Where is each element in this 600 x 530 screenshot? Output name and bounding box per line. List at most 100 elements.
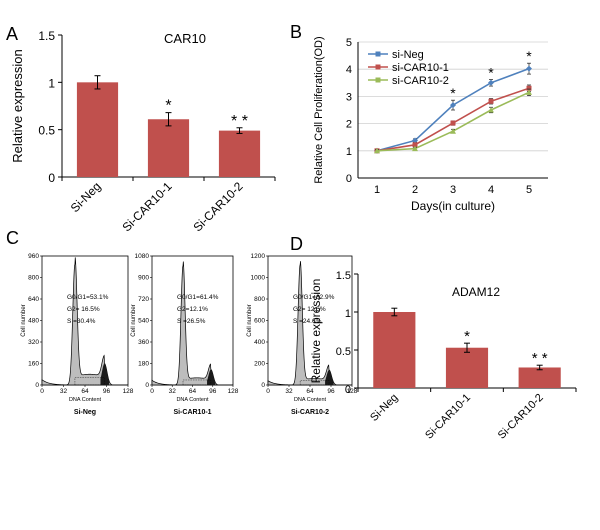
data-point (526, 89, 532, 95)
x-tick-label: 128 (228, 388, 239, 395)
legend-label: si-CAR10-2 (392, 75, 449, 87)
bar (373, 312, 416, 388)
x-tick-label: 1 (374, 184, 380, 196)
x-axis-label: DNA Content (176, 397, 209, 403)
y-tick-label: 0.5 (336, 346, 351, 358)
y-tick-label: 640 (28, 296, 39, 303)
data-point (412, 142, 418, 148)
data-point (488, 107, 494, 113)
significance-marker: * (450, 85, 456, 101)
x-tick-label: 0 (266, 388, 270, 395)
g2-peak-fill (325, 369, 334, 385)
category-label: Si-CAR10-2 (190, 179, 245, 234)
cell-cycle-stat: S =24.6% (293, 318, 322, 325)
bar (445, 347, 489, 388)
bar (147, 119, 190, 177)
x-tick-label: 128 (347, 388, 358, 395)
x-axis-label: DNA Content (294, 397, 327, 403)
histogram-area (267, 261, 352, 386)
data-point (526, 85, 532, 91)
x-tick-label: 32 (60, 388, 68, 395)
y-tick-label: 3 (346, 91, 352, 103)
y-tick-label: 1080 (135, 253, 150, 260)
chart-title: ADAM12 (452, 285, 500, 299)
y-tick-label: 180 (138, 361, 149, 368)
y-tick-label: 540 (138, 318, 149, 325)
y-tick-label: 360 (138, 339, 149, 346)
g2-peak-fill (100, 363, 110, 385)
y-tick-label: 1.5 (38, 29, 55, 43)
significance-marker: * (526, 48, 532, 64)
y-axis-label: Cell number (247, 304, 253, 336)
category-label: Si-Neg (368, 392, 400, 424)
legend-marker (375, 64, 381, 70)
histogram-sample-name: Si-CAR10-2 (291, 409, 329, 416)
data-point (450, 120, 456, 126)
y-axis-label: Relative expression (309, 279, 323, 384)
data-point (374, 147, 380, 154)
panel-label-a: A (6, 24, 18, 44)
x-tick-label: 32 (169, 388, 177, 395)
histogram-sample-name: Si-CAR10-1 (173, 409, 211, 416)
bar (218, 130, 261, 177)
cell-cycle-stat: G0/G1=62.9% (293, 294, 335, 301)
y-tick-label: 0.5 (38, 124, 55, 138)
s-phase-outline (74, 377, 105, 386)
x-tick-label: 64 (306, 388, 314, 395)
panel-label-c: C (6, 228, 19, 248)
significance-marker: * (464, 328, 470, 345)
y-tick-label: 1200 (251, 253, 266, 260)
cell-cycle-stat: G2= 12.5% (293, 306, 326, 313)
data-point (450, 102, 456, 109)
y-axis-label: Cell number (21, 304, 27, 336)
y-tick-label: 200 (254, 361, 265, 368)
panel-a-car10-bar-chart: 0 0.5 1 1.5 Si-Neg * Si-CAR10-1 * * Si-CAR10-2 CA… (10, 29, 276, 234)
x-tick-label: 5 (526, 184, 532, 196)
y-tick-label: 0 (345, 384, 351, 396)
x-tick-label: 0 (150, 388, 154, 395)
y-tick-label: 5 (346, 37, 352, 49)
s-phase-outline (299, 380, 330, 386)
panel-label-d: D (290, 234, 303, 254)
y-tick-label: 800 (254, 296, 265, 303)
y-tick-label: 0 (35, 382, 39, 389)
y-tick-label: 4 (346, 64, 352, 76)
significance-marker: * * (231, 113, 248, 130)
significance-marker: * (165, 98, 171, 115)
g2-peak-fill (207, 369, 216, 385)
chart-title: CAR10 (164, 31, 206, 46)
x-axis-label: DNA Content (69, 397, 102, 403)
x-tick-label: 4 (488, 184, 494, 196)
y-axis-label: Relative expression (10, 49, 25, 162)
category-label: Si-CAR10-1 (119, 179, 174, 234)
cell-cycle-stat: S =30.4% (67, 318, 96, 325)
x-tick-label: 64 (81, 388, 89, 395)
x-tick-label: 64 (189, 388, 197, 395)
cell-cycle-stat: G2= 16.5% (67, 306, 100, 313)
category-label: Si-CAR10-1 (423, 392, 473, 442)
x-tick-label: 96 (327, 388, 335, 395)
y-tick-label: 720 (138, 296, 149, 303)
x-axis-label: Days(in culture) (411, 199, 495, 213)
y-tick-label: 320 (28, 339, 39, 346)
x-tick-label: 3 (450, 184, 456, 196)
histogram-sample-name: Si-Neg (74, 409, 96, 416)
y-tick-label: 900 (138, 275, 149, 282)
y-tick-label: 0 (48, 171, 55, 185)
cell-cycle-stat: G0/G1=61.4% (177, 294, 219, 301)
y-tick-label: 400 (254, 339, 265, 346)
y-tick-label: 1 (346, 146, 352, 158)
panel-b-proliferation-line-chart: 0 1 2 3 4 5 1 2 3 4 5 * * * si-Negsi-CAR10-1si-CAR10-2… (313, 36, 548, 213)
x-tick-label: 32 (285, 388, 293, 395)
significance-marker: * (488, 65, 494, 81)
y-tick-label: 480 (28, 318, 39, 325)
y-tick-label: 0 (145, 382, 149, 389)
y-axis-label: Cell number (131, 304, 137, 336)
data-point (526, 65, 532, 72)
cell-cycle-stat: G2=12.1% (177, 306, 208, 313)
y-tick-label: 2 (346, 119, 352, 131)
legend-marker (375, 77, 381, 83)
data-point (450, 128, 456, 134)
cell-cycle-stat: S =26.5% (177, 318, 206, 325)
